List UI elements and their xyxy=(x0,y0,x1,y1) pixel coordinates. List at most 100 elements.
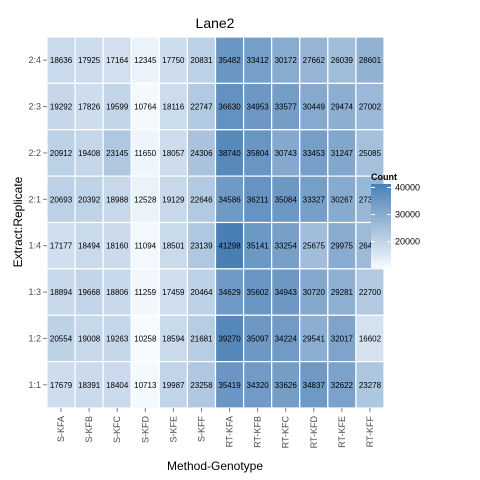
cell-value-label: 34320 xyxy=(247,381,270,390)
cell-value-label: 33327 xyxy=(303,195,326,204)
cell-value-label: 20831 xyxy=(190,56,213,65)
cell-value-label: 20392 xyxy=(78,195,101,204)
cell-value-label: 33626 xyxy=(275,381,298,390)
heatmap-cell xyxy=(299,314,329,363)
heatmap-cell xyxy=(186,314,217,363)
cell-value-label: 38740 xyxy=(218,149,241,158)
cell-value-label: 12528 xyxy=(134,195,157,204)
cell-value-label: 27002 xyxy=(359,103,382,112)
heatmap-cell xyxy=(74,82,104,131)
cell-value-label: 19263 xyxy=(106,334,129,343)
heatmap-cell xyxy=(242,36,273,84)
cell-value-label: 25675 xyxy=(303,242,326,251)
cell-value-label: 34837 xyxy=(303,381,326,390)
cell-value-label: 18391 xyxy=(78,381,101,390)
cell-value-label: 18894 xyxy=(50,288,73,297)
y-tick-label: 1:1 xyxy=(28,380,41,390)
heatmap-cell xyxy=(271,221,301,270)
cell-value-label: 18116 xyxy=(163,103,185,112)
cell-value-label: 29281 xyxy=(331,288,354,297)
heatmap-cell xyxy=(299,36,329,84)
cell-value-label: 35804 xyxy=(247,149,270,158)
x-tick-label: S-KFF xyxy=(196,415,206,442)
heatmap-cell xyxy=(271,175,301,224)
legend-tick-label: 40000 xyxy=(395,183,420,193)
cell-value-label: 17177 xyxy=(50,242,73,251)
heatmap-cell xyxy=(271,82,301,131)
heatmap-cell xyxy=(327,314,357,363)
cell-value-label: 12345 xyxy=(134,56,157,65)
y-tick-label: 1:4 xyxy=(28,241,41,251)
cell-value-label: 17164 xyxy=(106,56,129,65)
cell-value-label: 20912 xyxy=(50,149,73,158)
x-tick-label: S-KFB xyxy=(84,416,94,443)
y-tick-label: 1:2 xyxy=(28,333,41,343)
heatmap-cell xyxy=(102,314,132,363)
cell-value-label: 33577 xyxy=(275,103,298,112)
cell-value-label: 19408 xyxy=(78,149,101,158)
cell-value-label: 27662 xyxy=(303,56,326,65)
cell-value-label: 30720 xyxy=(303,288,326,297)
cell-value-label: 35419 xyxy=(218,381,241,390)
cell-value-label: 19599 xyxy=(106,103,129,112)
cell-value-label: 23258 xyxy=(190,381,213,390)
cell-value-label: 24306 xyxy=(190,149,213,158)
heatmap-cell xyxy=(242,361,273,409)
cell-value-label: 21681 xyxy=(190,334,213,343)
y-tick-label: 2:1 xyxy=(28,194,41,204)
x-tick-label: RT-KFE xyxy=(337,416,347,448)
cell-value-label: 22747 xyxy=(190,103,213,112)
cell-value-label: 35602 xyxy=(247,288,270,297)
heatmap-cell xyxy=(158,175,189,224)
x-axis-title: Method-Genotype xyxy=(167,459,263,473)
cell-value-label: 18806 xyxy=(106,288,129,297)
x-tick-label: S-KFE xyxy=(168,416,178,443)
cell-value-label: 19292 xyxy=(50,103,73,112)
cell-value-label: 30449 xyxy=(303,103,326,112)
chart-title: Lane2 xyxy=(196,15,235,31)
heatmap-cell xyxy=(46,129,76,177)
cell-value-label: 28601 xyxy=(359,56,382,65)
legend-title: Count xyxy=(371,172,397,182)
heatmap-cell xyxy=(102,268,132,316)
cell-value-label: 16602 xyxy=(359,334,382,343)
cell-value-label: 34629 xyxy=(218,288,241,297)
heatmap-cell xyxy=(74,129,104,177)
heatmap-cell xyxy=(355,82,385,131)
cell-value-label: 29975 xyxy=(331,242,354,251)
cell-value-label: 18494 xyxy=(78,242,101,251)
y-tick-label: 2:4 xyxy=(28,55,41,65)
cell-value-label: 19008 xyxy=(78,334,101,343)
cell-value-label: 35141 xyxy=(247,242,270,251)
cell-value-label: 17826 xyxy=(78,103,101,112)
heatmap-cell xyxy=(158,82,189,131)
y-tick-label: 2:2 xyxy=(28,148,41,158)
cell-value-label: 32622 xyxy=(331,381,354,390)
heatmap-cell xyxy=(271,314,301,363)
legend: Count 20000 30000 40000 xyxy=(371,172,420,268)
cell-value-label: 20554 xyxy=(50,334,73,343)
cell-value-label: 10713 xyxy=(134,381,157,390)
cell-value-label: 23145 xyxy=(106,149,129,158)
cell-value-label: 29474 xyxy=(331,103,354,112)
heatmap-cell xyxy=(242,175,273,224)
heatmap-cell xyxy=(186,129,217,177)
heatmap-cell xyxy=(46,36,76,84)
cell-value-label: 19129 xyxy=(162,195,185,204)
cell-value-label: 31247 xyxy=(331,149,354,158)
heatmap-cell xyxy=(186,82,217,131)
cell-value-label: 11094 xyxy=(134,242,156,251)
heatmap-cell xyxy=(242,314,273,363)
cell-value-label: 25085 xyxy=(359,149,382,158)
x-tick-label: RT-KFD xyxy=(309,416,319,449)
cell-value-label: 18501 xyxy=(162,242,185,251)
cell-value-label: 23139 xyxy=(190,242,213,251)
cell-value-label: 36630 xyxy=(218,103,241,112)
heatmap-cell xyxy=(130,361,160,409)
cell-value-label: 34943 xyxy=(275,288,298,297)
cell-value-label: 39270 xyxy=(218,334,241,343)
legend-ticks: 20000 30000 40000 xyxy=(371,183,420,247)
heatmap-cell xyxy=(271,361,301,409)
x-tick-label: RT-KFC xyxy=(281,416,291,449)
